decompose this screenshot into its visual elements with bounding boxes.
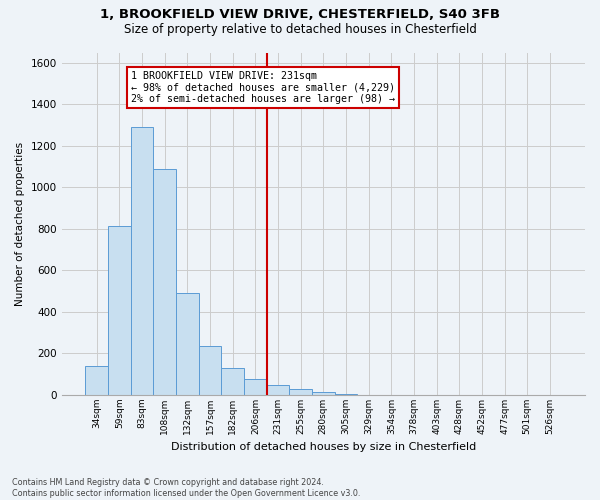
Bar [335,394,358,395]
Text: Contains HM Land Registry data © Crown copyright and database right 2024.
Contai: Contains HM Land Registry data © Crown c… [12,478,361,498]
Bar [199,346,221,395]
Bar [244,380,266,395]
Bar [289,389,312,395]
Bar [154,168,176,395]
Bar [221,368,244,395]
Y-axis label: Number of detached properties: Number of detached properties [15,142,25,306]
Bar [266,384,289,395]
Bar [108,226,131,395]
Text: 1, BROOKFIELD VIEW DRIVE, CHESTERFIELD, S40 3FB: 1, BROOKFIELD VIEW DRIVE, CHESTERFIELD, … [100,8,500,20]
Bar [131,127,154,395]
Bar [312,392,335,395]
X-axis label: Distribution of detached houses by size in Chesterfield: Distribution of detached houses by size … [171,442,476,452]
Bar [176,294,199,395]
Bar [85,366,108,395]
Text: 1 BROOKFIELD VIEW DRIVE: 231sqm
← 98% of detached houses are smaller (4,229)
2% : 1 BROOKFIELD VIEW DRIVE: 231sqm ← 98% of… [131,71,395,104]
Text: Size of property relative to detached houses in Chesterfield: Size of property relative to detached ho… [124,22,476,36]
